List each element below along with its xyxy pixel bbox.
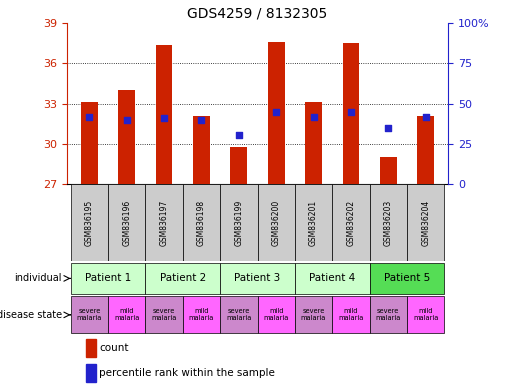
Bar [183,184,220,261]
Bar [380,157,397,184]
Text: Patient 5: Patient 5 [384,273,430,283]
Bar [230,147,247,184]
Point [347,109,355,115]
Text: mild
malaria: mild malaria [338,308,364,321]
Text: severe
malaria: severe malaria [375,308,401,321]
Bar [81,102,98,184]
Bar [370,296,407,333]
Text: GSM836196: GSM836196 [122,200,131,246]
Bar [183,296,220,333]
Bar [295,296,332,333]
Text: Patient 4: Patient 4 [309,273,355,283]
Bar [71,263,145,294]
Text: mild
malaria: mild malaria [264,308,289,321]
Text: GSM836195: GSM836195 [85,200,94,246]
Text: mild
malaria: mild malaria [189,308,214,321]
Bar [71,184,108,261]
Point [421,114,430,120]
Text: GSM836197: GSM836197 [160,200,168,246]
Bar [342,43,359,184]
Point [384,125,392,131]
Bar [258,184,295,261]
Text: mild
malaria: mild malaria [114,308,140,321]
Bar [86,339,96,356]
Title: GDS4259 / 8132305: GDS4259 / 8132305 [187,7,328,20]
Text: disease state: disease state [0,310,62,320]
Text: mild
malaria: mild malaria [413,308,438,321]
Bar [332,184,370,261]
Bar [295,184,332,261]
Bar [145,296,183,333]
Bar [156,45,173,184]
Text: GSM836200: GSM836200 [272,200,281,246]
Bar [295,263,370,294]
Bar [305,102,322,184]
Bar [86,364,96,382]
Text: GSM836202: GSM836202 [347,200,355,246]
Bar [417,116,434,184]
Text: count: count [99,343,129,353]
Point [272,109,280,115]
Text: Patient 3: Patient 3 [234,273,281,283]
Text: GSM836198: GSM836198 [197,200,206,246]
Point [123,117,131,123]
Bar [220,184,258,261]
Bar [118,90,135,184]
Bar [258,296,295,333]
Point [197,117,205,123]
Point [160,115,168,121]
Bar [268,42,285,184]
Bar [145,184,183,261]
Text: severe
malaria: severe malaria [151,308,177,321]
Point [235,132,243,138]
Bar [407,184,444,261]
Text: individual: individual [14,273,62,283]
Bar [370,184,407,261]
Text: GSM836204: GSM836204 [421,200,430,246]
Bar [370,263,444,294]
Text: percentile rank within the sample: percentile rank within the sample [99,368,275,378]
Bar [71,296,108,333]
Text: severe
malaria: severe malaria [226,308,251,321]
Bar [108,296,145,333]
Bar [407,296,444,333]
Text: GSM836201: GSM836201 [309,200,318,246]
Bar [332,296,370,333]
Bar [145,263,220,294]
Text: Patient 2: Patient 2 [160,273,206,283]
Bar [108,184,145,261]
Text: Patient 1: Patient 1 [85,273,131,283]
Text: GSM836203: GSM836203 [384,200,393,246]
Text: severe
malaria: severe malaria [77,308,102,321]
Point [85,114,94,120]
Text: GSM836199: GSM836199 [234,200,243,246]
Bar [220,296,258,333]
Point [310,114,318,120]
Bar [220,263,295,294]
Bar [193,116,210,184]
Text: severe
malaria: severe malaria [301,308,326,321]
